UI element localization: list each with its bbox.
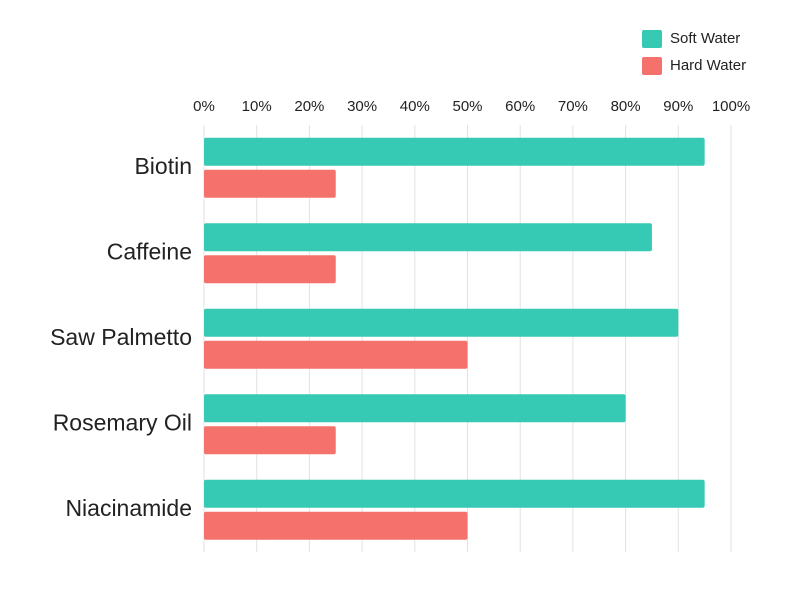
x-tick-label: 0% [193,98,215,115]
x-tick-label: 50% [452,98,482,115]
bar [204,308,679,337]
bar [204,394,626,423]
y-tick-label: Saw Palmetto [50,324,192,350]
legend-swatch [642,57,662,75]
bar [204,255,336,284]
bar [204,137,705,166]
x-tick-label: 40% [400,98,430,115]
bar [204,223,652,252]
x-tick-label: 10% [242,98,272,115]
y-tick-label: Biotin [134,153,192,179]
bar [204,479,705,508]
y-tick-label: Niacinamide [65,495,192,521]
y-tick-label: Caffeine [107,238,192,264]
bar [204,169,336,198]
x-tick-label: 100% [712,98,750,115]
x-tick-label: 90% [663,98,693,115]
x-tick-label: 80% [611,98,641,115]
bar [204,426,336,455]
x-tick-label: 60% [505,98,535,115]
y-tick-label: Rosemary Oil [53,409,192,435]
bar [204,340,468,369]
x-tick-label: 70% [558,98,588,115]
x-tick-label: 20% [294,98,324,115]
bar [204,511,468,540]
legend-label: Hard Water [670,57,746,74]
x-tick-label: 30% [347,98,377,115]
legend-label: Soft Water [670,30,740,47]
legend-swatch [642,30,662,48]
